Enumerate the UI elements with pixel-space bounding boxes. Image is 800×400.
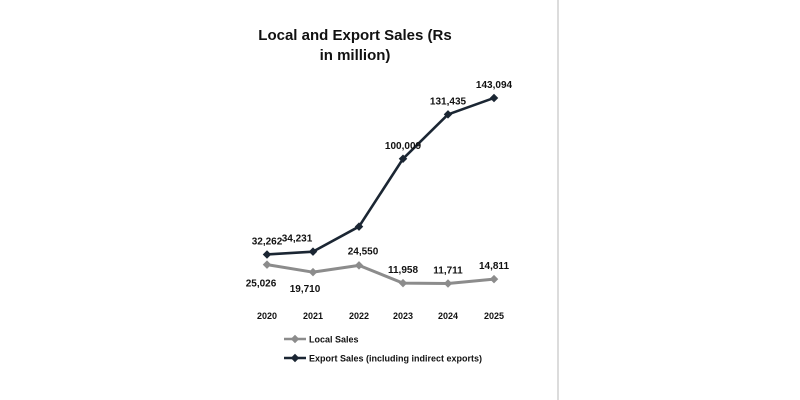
export-sales-data-label-2024: 131,435 (430, 96, 467, 107)
local-sales-point-2025 (489, 274, 499, 284)
local-sales-point-2022 (354, 261, 364, 270)
local-sales-data-label-2022: 24,550 (348, 246, 379, 257)
x-tick-label-2024: 2024 (438, 311, 458, 321)
local-sales-line (266, 263, 495, 285)
export-sales-point-2022 (354, 222, 364, 231)
export-sales-point-2023 (398, 154, 408, 164)
local-sales-point-2024 (443, 279, 453, 288)
local-sales-point-2021 (308, 267, 318, 277)
local-sales-legend-label: Local Sales (309, 335, 359, 345)
local-sales-point-2020 (262, 260, 272, 269)
local-sales-data-label-2021: 19,710 (290, 284, 321, 295)
export-sales-point-2021 (308, 247, 318, 256)
export-sales-data-label-2020: 32,262 (252, 236, 283, 247)
x-tick-label-2020: 2020 (257, 311, 277, 321)
export-sales-data-label-2021: 34,231 (282, 234, 313, 245)
export-sales-point-2024 (443, 110, 453, 119)
page-divider (557, 0, 559, 400)
x-tick-label-2022: 2022 (349, 311, 369, 321)
export-sales-legend-marker (290, 353, 300, 363)
export-sales-data-label-2023: 100,009 (385, 141, 422, 152)
local-sales-data-label-2024: 11,711 (433, 265, 463, 276)
chart-title: Local and Export Sales (Rs in million) (258, 27, 452, 64)
export-sales-line (266, 96, 495, 256)
export-sales-legend-label: Export Sales (including indirect exports… (309, 354, 482, 364)
local-sales-data-label-2023: 11,958 (388, 265, 418, 276)
x-tick-label-2021: 2021 (303, 311, 323, 321)
export-sales-data-label-2025: 143,094 (476, 80, 513, 91)
local-sales-legend-marker (290, 334, 300, 344)
x-tick-label-2023: 2023 (393, 311, 413, 321)
export-sales-point-2025 (489, 93, 499, 103)
local-sales-point-2023 (398, 278, 408, 288)
local-sales-data-label-2025: 14,811 (479, 261, 509, 272)
x-tick-label-2025: 2025 (484, 311, 504, 321)
local-sales-data-label-2020: 25,026 (246, 279, 277, 290)
export-sales-point-2020 (262, 250, 272, 259)
